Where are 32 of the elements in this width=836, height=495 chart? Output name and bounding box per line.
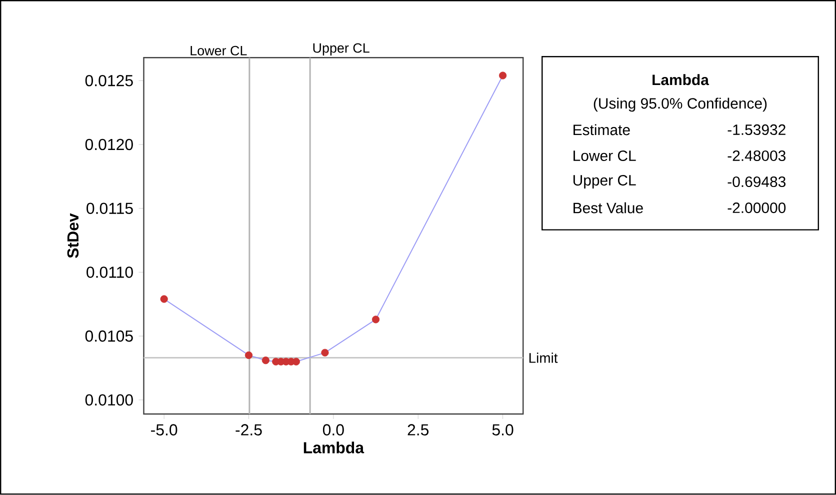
ref-line-label: Upper CL <box>313 43 370 56</box>
text: Estimate <box>574 124 630 136</box>
y-axis-title: StDev <box>67 213 79 258</box>
point <box>160 295 168 304</box>
y-tick-label: 0.0100 <box>85 394 133 406</box>
y-tick-label: 0.0125 <box>85 75 133 86</box>
x-tick-label: 0.0 <box>322 424 344 436</box>
point <box>244 352 253 360</box>
text: -0.69483 <box>728 176 786 188</box>
y-tick-label: 0.0105 <box>85 330 133 342</box>
x-tick-label: -5.0 <box>151 424 178 436</box>
x-tick-label: 2.5 <box>408 424 429 436</box>
y-tick-label: 0.0115 <box>86 202 133 214</box>
text: -2.48003 <box>728 150 786 162</box>
y-tick-label: 0.0110 <box>86 266 133 278</box>
ref-line-label: Lower CL <box>190 46 247 56</box>
x-tick-label: 5.0 <box>492 424 514 436</box>
text: Best Value <box>574 202 643 214</box>
text: Upper CL <box>573 175 636 189</box>
text: Lower CL <box>574 150 636 162</box>
text: (Using 95.0% Confidence) <box>594 98 767 112</box>
point <box>372 316 380 324</box>
point <box>321 349 329 357</box>
text: -2.00000 <box>728 202 786 214</box>
point <box>498 72 507 80</box>
y-tick-label: 0.0120 <box>85 139 133 150</box>
point <box>262 356 270 364</box>
x-axis-title: Lambda <box>304 442 364 454</box>
text: -1.53932 <box>728 124 786 136</box>
ref-line-label: Limit <box>529 352 558 364</box>
text: Lambda <box>652 74 710 86</box>
x-tick-label: -2.5 <box>236 424 262 436</box>
